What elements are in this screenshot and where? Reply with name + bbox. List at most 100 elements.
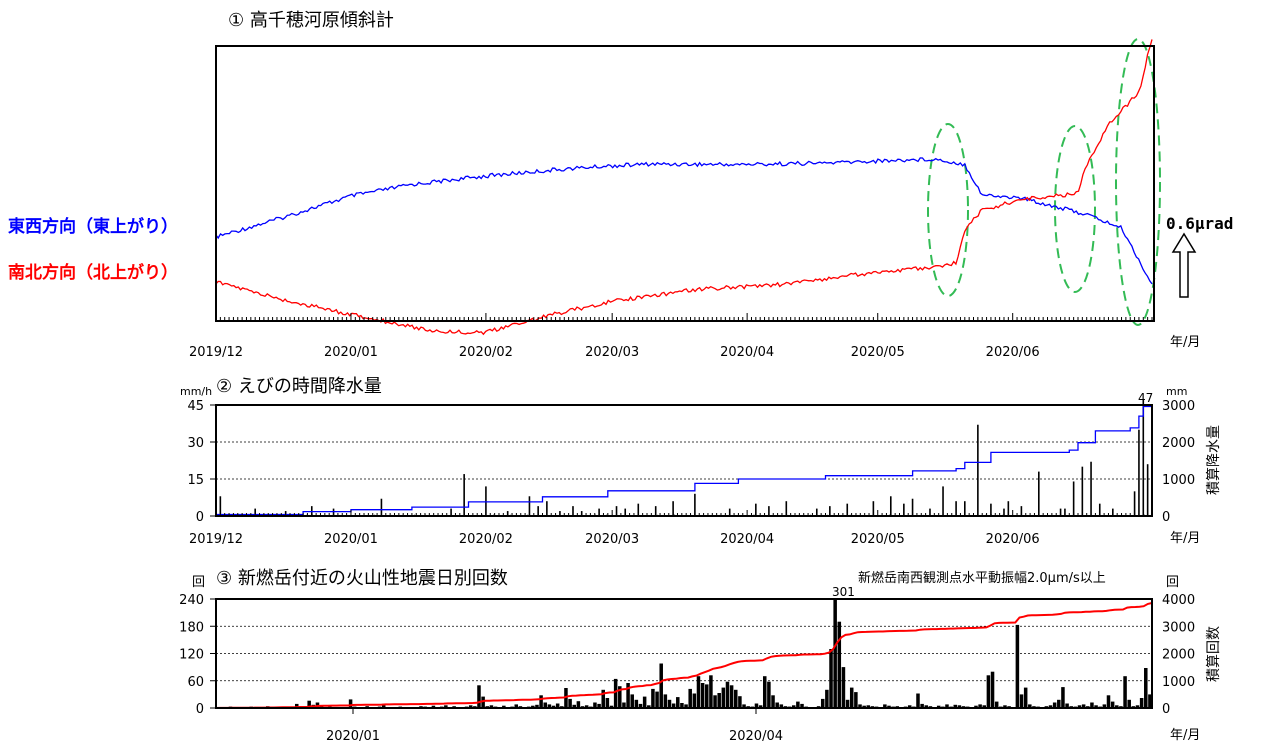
quake-bar [1090,702,1094,708]
panel2-y2-label: 積算降水量 [1206,425,1222,495]
quake-bar [862,705,866,708]
rain-bar [889,496,892,516]
rain-bar [872,501,875,516]
y2-tick-label: 2000 [1162,436,1195,451]
rain-bar [450,508,452,516]
quake-bar [626,683,630,708]
quake-bar [543,702,548,708]
panel1-frame [215,45,1155,322]
quake-bar [613,678,618,708]
panel1-title: ① 高千穂河原傾斜計 [228,10,394,31]
panel2-x-unit: 年/月 [1170,531,1200,546]
panel-tilt: ① 高千穂河原傾斜計 2019/12 2020/01 2020/02 2020/03 2… [8,10,1233,360]
panel3-x-unit: 年/月 [1170,728,1200,743]
rain-bar [1059,508,1062,516]
rain-bar [528,496,531,516]
legend-east-west: 東西方向（東上がり） [8,216,178,237]
quake-bar [489,705,494,708]
y-tick-label: 15 [187,473,204,488]
quake-bar [601,689,605,708]
rain-bar [463,474,465,516]
quake-bar [791,705,796,708]
quake-bar [576,701,581,708]
x-tick-label: 2020/06 [986,345,1040,360]
quake-bar [986,675,991,708]
panel3-max-label: 301 [832,585,855,599]
quake-bar [800,703,804,708]
quake-bar [957,705,962,708]
quake-bar [841,667,846,708]
quake-bar [978,704,982,708]
panel-earthquakes: ③ 新燃岳付近の火山性地震日別回数 新燃岳南西観測点水平動振幅2.0μm/s以上… [179,568,1222,744]
quake-bar [1028,704,1032,708]
quake-bar [547,704,552,708]
x-tick-label: 2020/06 [986,532,1040,547]
quake-bar [647,705,651,708]
quake-bar [721,687,726,708]
quake-bar [622,702,626,708]
quake-bar [381,705,386,708]
quake-bar [1003,705,1007,708]
x-tick-label: 2020/05 [851,345,905,360]
panel3-y2-label: 積算回数 [1206,626,1222,682]
x-tick-label: 2019/12 [189,345,243,360]
rain-bar [1090,461,1092,516]
quake-bar [1139,698,1144,708]
quake-bar [568,698,572,708]
rain-bar [624,508,627,516]
series-line-east-west [215,157,1153,285]
quake-bar [609,705,614,708]
y-tick-label: 60 [187,675,204,690]
quake-bar [994,701,999,708]
quake-bar [1148,694,1152,708]
quake-bar [348,699,353,708]
quake-bar [1048,705,1053,708]
quake-bar [887,705,891,708]
rain-bar [1133,491,1136,516]
quake-bar [775,702,779,708]
quake-bar [531,705,535,708]
quake-bar [1106,695,1111,708]
rain-bar [768,506,770,516]
quake-bar [502,705,506,708]
y2-tick-label: 2000 [1162,648,1195,663]
quake-bar [700,683,705,708]
rain-bar [332,508,335,516]
rain-bar [1142,400,1145,516]
quake-bar [468,705,473,708]
y-tick-label: 0 [196,510,204,525]
quake-bar [555,703,560,708]
y-tick-label: 30 [187,436,204,451]
panel2-title: ② えびの時間降水量 [216,376,382,397]
quake-bar [551,705,556,708]
rain-bar [1038,471,1040,516]
quake-bar [1123,676,1127,708]
x-tick-label: 2020/01 [324,345,378,360]
quake-bar [655,691,659,708]
quake-bar [535,704,539,708]
panel1-ellipses [927,38,1161,326]
quake-bar [990,671,995,708]
y-tick-label: 180 [179,620,204,635]
cumulative-quake-line [215,602,1153,709]
quake-bar [1023,687,1028,708]
y2-tick-label: 0 [1162,510,1170,525]
rain-bar [846,503,849,516]
quake-bar [676,697,680,708]
rain-bar [990,503,992,516]
quake-bar [833,599,837,708]
quake-bar [1115,705,1119,708]
quake-bar [294,703,299,708]
quake-bar [1015,624,1020,708]
quake-bar [684,704,688,708]
x-tick-label: 2020/02 [459,345,513,360]
series-line-north-south [215,39,1153,336]
quake-bar [1077,705,1082,708]
quake-bar [1094,705,1098,708]
quake-bar [1065,703,1069,708]
quake-bar [717,693,721,708]
rain-bar [219,496,222,516]
quake-bar [680,703,684,708]
quake-bar [729,685,734,708]
ellipse-june-mid [1054,125,1096,293]
